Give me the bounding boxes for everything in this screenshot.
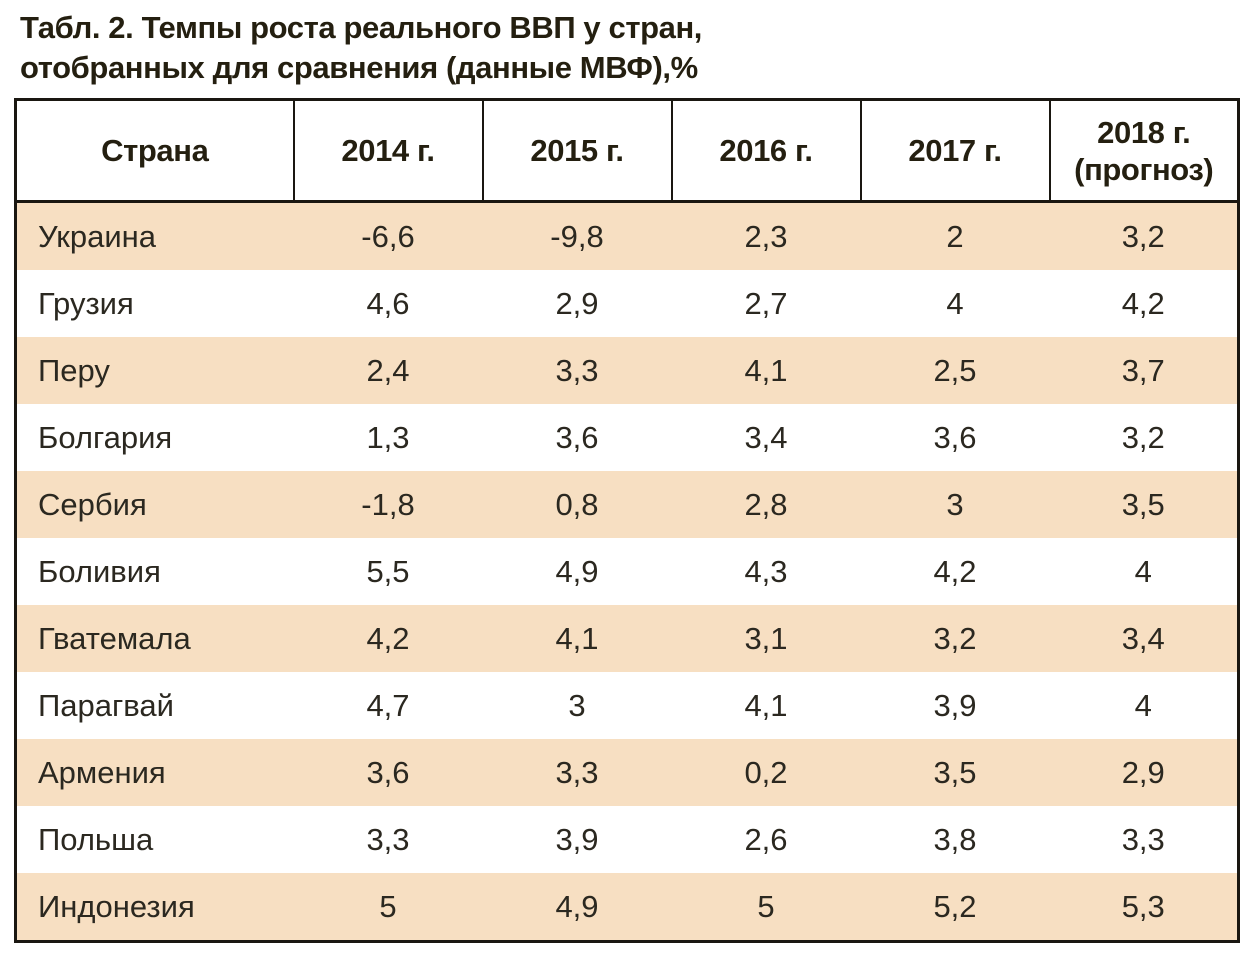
table-row: Грузия 4,6 2,9 2,7 4 4,2 xyxy=(16,270,1239,337)
value-cell: 2,8 xyxy=(744,486,788,522)
value-cell: 4 xyxy=(1134,553,1152,589)
country-cell: Украина xyxy=(38,218,157,254)
value-cell: 2,7 xyxy=(744,285,788,321)
table-header: Страна 2014 г. 2015 г. 2016 г. 2017 г. 2… xyxy=(14,98,1240,203)
value-cell: 2,4 xyxy=(366,352,410,388)
header-2018-line2: (прогноз) xyxy=(1074,151,1214,187)
value-cell: 0,2 xyxy=(744,754,788,790)
value-cell: 3,4 xyxy=(1121,620,1165,656)
value-cell: 4,2 xyxy=(366,620,410,656)
value-cell: 3,3 xyxy=(555,352,599,388)
value-cell: -9,8 xyxy=(550,218,604,254)
value-cell: 4,3 xyxy=(744,553,788,589)
value-cell: -1,8 xyxy=(361,486,415,522)
header-country: Страна xyxy=(14,98,295,203)
value-cell: 2 xyxy=(946,218,964,254)
value-cell: 3,3 xyxy=(1121,821,1165,857)
value-cell: 3 xyxy=(946,486,964,522)
value-cell: 3,2 xyxy=(1121,419,1165,455)
value-cell: 2,3 xyxy=(744,218,788,254)
table-row: Болгария 1,3 3,6 3,4 3,6 3,2 xyxy=(16,404,1239,471)
value-cell: 3,4 xyxy=(744,419,788,455)
country-cell: Армения xyxy=(38,754,166,790)
value-cell: 4,7 xyxy=(366,687,410,723)
value-cell: 3,6 xyxy=(366,754,410,790)
header-2018-line1: 2018 г. xyxy=(1097,114,1191,150)
header-2014: 2014 г. xyxy=(292,98,484,203)
table-row: Армения 3,6 3,3 0,2 3,5 2,9 xyxy=(15,739,1239,806)
value-cell: 4,6 xyxy=(366,285,410,321)
value-cell: 3,9 xyxy=(555,821,599,857)
value-cell: 5,2 xyxy=(933,888,977,924)
table-body: Украина -6,6 -9,8 2,3 2 3,2 Грузия 4,6 2,9 2,7 4 4,… xyxy=(15,201,1239,942)
value-cell: 5,5 xyxy=(366,553,410,589)
value-cell: 3,5 xyxy=(1121,486,1165,522)
value-cell: 4,9 xyxy=(555,553,599,589)
value-cell: 0,8 xyxy=(555,486,599,522)
value-cell: 3,6 xyxy=(933,419,977,455)
country-cell: Индонезия xyxy=(38,888,195,924)
header-2015: 2015 г. xyxy=(481,98,673,203)
country-cell: Гватемала xyxy=(38,620,191,656)
value-cell: 5 xyxy=(757,888,775,924)
value-cell: 3,3 xyxy=(555,754,599,790)
value-cell: 1,3 xyxy=(366,419,410,455)
value-cell: 4,1 xyxy=(744,352,788,388)
header-2017: 2017 г. xyxy=(859,98,1051,203)
value-cell: 2,6 xyxy=(744,821,788,857)
table-row: Сербия -1,8 0,8 2,8 3 3,5 xyxy=(15,471,1239,538)
country-cell: Боливия xyxy=(38,553,161,589)
value-cell: 4,2 xyxy=(1121,285,1165,321)
value-cell: 3,1 xyxy=(744,620,788,656)
value-cell: 4,9 xyxy=(555,888,599,924)
table-row: Боливия 5,5 4,9 4,3 4,2 4 xyxy=(16,538,1239,605)
value-cell: 4,1 xyxy=(555,620,599,656)
value-cell: 5,3 xyxy=(1121,888,1165,924)
value-cell: 4,2 xyxy=(933,553,977,589)
value-cell: 5 xyxy=(379,888,397,924)
table-title: Табл. 2. Темпы роста реального ВВП у стр… xyxy=(20,8,1242,88)
value-cell: 3 xyxy=(568,687,586,723)
value-cell: 3,5 xyxy=(933,754,977,790)
gdp-growth-table: Страна 2014 г. 2015 г. 2016 г. 2017 г. 2… xyxy=(14,98,1240,943)
value-cell: -6,6 xyxy=(361,218,415,254)
value-cell: 4 xyxy=(946,285,964,321)
table-row: Индонезия 5 4,9 5 5,2 5,3 xyxy=(15,873,1239,942)
value-cell: 3,9 xyxy=(933,687,977,723)
value-cell: 4,1 xyxy=(744,687,788,723)
table-row: Гватемала 4,2 4,1 3,1 3,2 3,4 xyxy=(15,605,1239,672)
value-cell: 3,7 xyxy=(1121,352,1165,388)
header-2018-forecast: 2018 г. (прогноз) xyxy=(1048,98,1240,203)
table-row: Перу 2,4 3,3 4,1 2,5 3,7 xyxy=(15,337,1239,404)
table-row: Польша 3,3 3,9 2,6 3,8 3,3 xyxy=(16,806,1239,873)
table-title-line1: Табл. 2. Темпы роста реального ВВП у стр… xyxy=(20,10,703,45)
value-cell: 2,9 xyxy=(555,285,599,321)
value-cell: 3,6 xyxy=(555,419,599,455)
table-row: Парагвай 4,7 3 4,1 3,9 4 xyxy=(16,672,1239,739)
value-cell: 3,8 xyxy=(933,821,977,857)
value-cell: 2,9 xyxy=(1121,754,1165,790)
country-cell: Перу xyxy=(38,352,110,388)
value-cell: 3,2 xyxy=(933,620,977,656)
value-cell: 2,5 xyxy=(933,352,977,388)
value-cell: 3,3 xyxy=(366,821,410,857)
table-row: Украина -6,6 -9,8 2,3 2 3,2 xyxy=(15,201,1239,270)
country-cell: Парагвай xyxy=(38,687,174,723)
country-cell: Болгария xyxy=(38,419,173,455)
country-cell: Сербия xyxy=(38,486,147,522)
header-row: Страна 2014 г. 2015 г. 2016 г. 2017 г. 2… xyxy=(14,98,1240,203)
country-cell: Польша xyxy=(38,821,154,857)
country-cell: Грузия xyxy=(38,285,134,321)
table-title-line2: отобранных для сравнения (данные МВФ),% xyxy=(20,50,698,85)
value-cell: 4 xyxy=(1134,687,1152,723)
page: Табл. 2. Темпы роста реального ВВП у стр… xyxy=(14,8,1242,943)
header-2016: 2016 г. xyxy=(670,98,862,203)
value-cell: 3,2 xyxy=(1121,218,1165,254)
